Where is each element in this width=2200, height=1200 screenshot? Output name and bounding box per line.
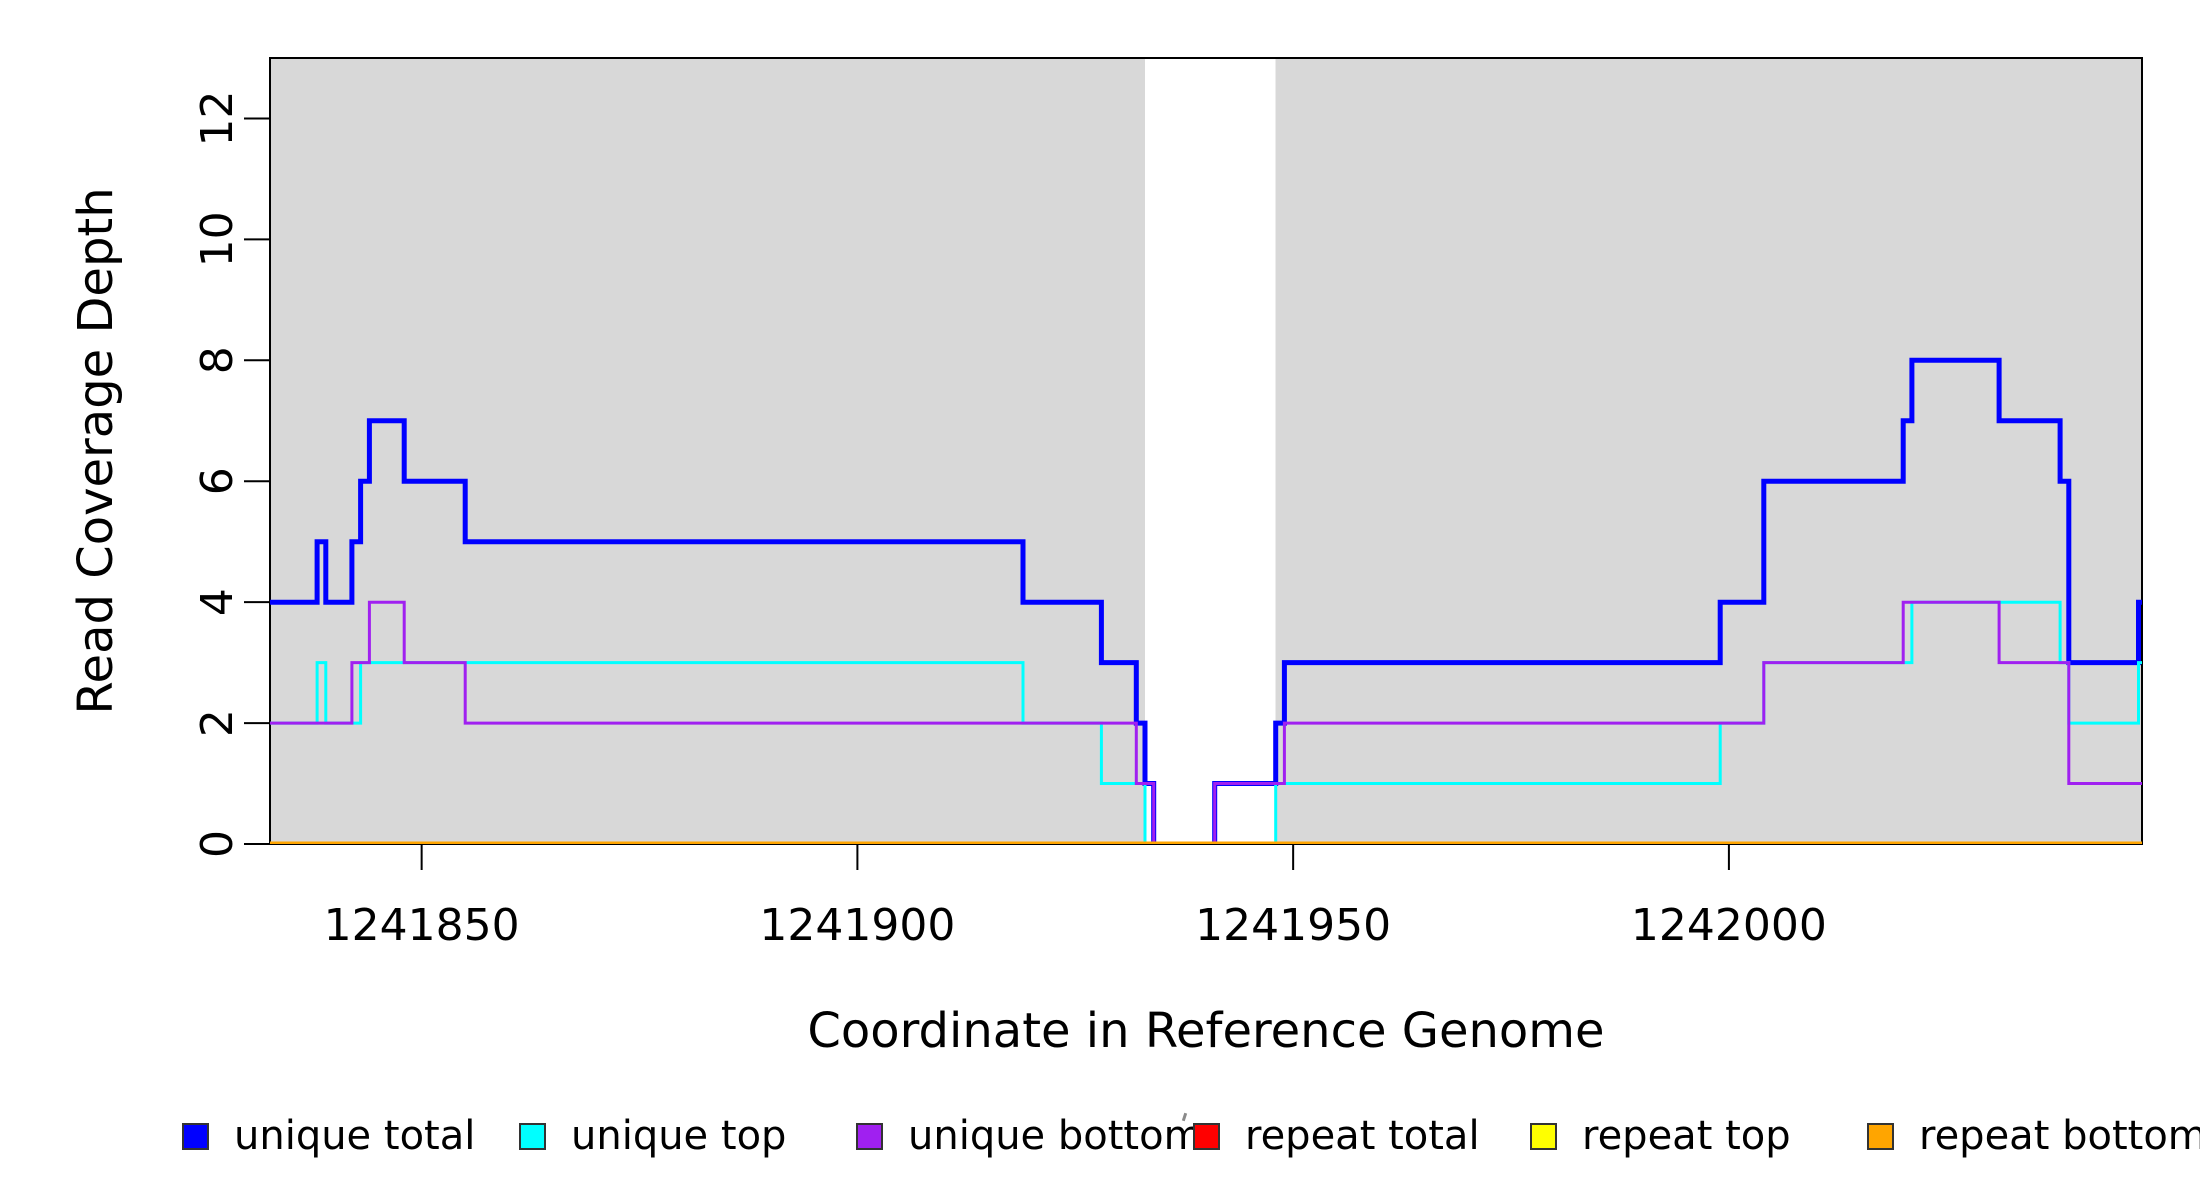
- y-tick-label: 10: [192, 211, 243, 267]
- legend-swatch-icon: [519, 1123, 546, 1150]
- legend-swatch-icon: [856, 1123, 883, 1150]
- legend-label: unique top: [571, 1113, 787, 1159]
- series-lines: [270, 357, 2142, 844]
- y-tick-label: 6: [192, 467, 243, 495]
- y-tick-label: 4: [192, 588, 243, 616]
- shaded-region: [1275, 58, 2142, 844]
- legend-swatch-icon: [1193, 1123, 1220, 1150]
- legend-swatch-icon: [1530, 1123, 1557, 1150]
- y-tick-label: 2: [192, 709, 243, 737]
- shaded-region: [270, 58, 1145, 844]
- x-tick-label: 1241900: [759, 900, 955, 951]
- x-tick-label: 1242000: [1631, 900, 1827, 951]
- legend-label: repeat top: [1582, 1113, 1791, 1159]
- y-tick-label: 8: [192, 346, 243, 374]
- x-tick-label: 1241850: [324, 900, 520, 951]
- series-line-unique-bottom: [270, 600, 2142, 844]
- legend-label: unique bottom: [908, 1113, 1203, 1159]
- legend-label: repeat bottom: [1919, 1113, 2200, 1159]
- legend-label: repeat total: [1245, 1113, 1480, 1159]
- x-tick-label: 1241950: [1195, 900, 1391, 951]
- x-axis: 1241850 1241900 1241950 1242000: [324, 844, 1827, 951]
- y-axis-title: Read Coverage Depth: [68, 187, 124, 714]
- legend-swatch-icon: [1867, 1123, 1894, 1150]
- legend: unique total unique top unique bottom repea…: [0, 0, 2200, 1159]
- x-axis-title: Coordinate in Reference Genome: [807, 1003, 1604, 1059]
- y-axis: 0 2 4 6 8 10 12: [192, 90, 270, 858]
- legend-swatch-icon: [182, 1123, 209, 1150]
- legend-label: unique total: [234, 1113, 476, 1159]
- y-tick-label: 12: [192, 90, 243, 146]
- y-tick-label: 0: [192, 830, 243, 858]
- shaded-regions: [270, 58, 2142, 844]
